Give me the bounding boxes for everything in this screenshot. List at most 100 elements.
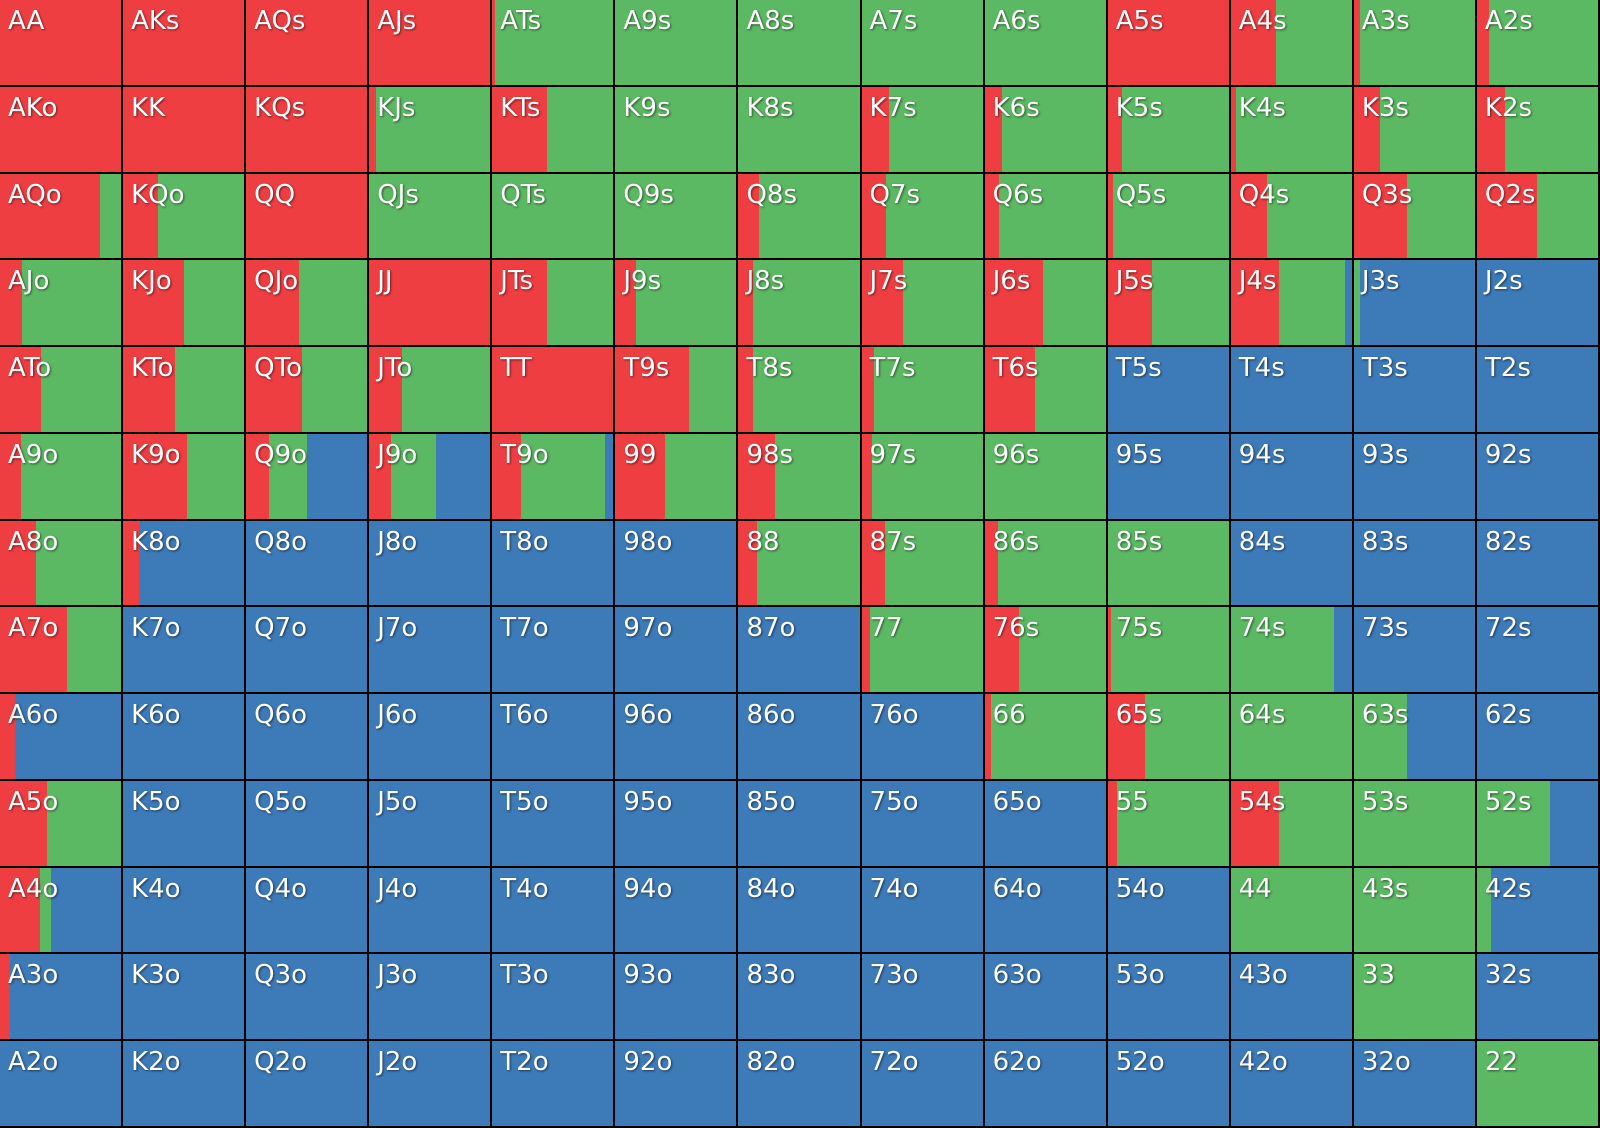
hand-cell[interactable]: Q4s [1230,173,1352,259]
hand-cell[interactable]: 97s [861,433,983,519]
hand-cell[interactable]: 95s [1107,433,1229,519]
hand-cell[interactable]: T8o [492,520,614,606]
hand-cell[interactable]: KTo [123,347,245,432]
hand-cell[interactable]: KQo [123,173,245,259]
hand-cell[interactable]: T4s [1230,347,1352,432]
hand-cell[interactable]: Q9s [615,173,737,259]
hand-cell[interactable]: 95o [615,780,737,866]
hand-cell[interactable]: KTs [492,86,614,172]
hand-cell[interactable]: 82s [1476,520,1598,606]
hand-cell[interactable]: K5s [1107,86,1229,172]
hand-cell[interactable]: 92s [1476,433,1598,519]
hand-cell[interactable]: 83o [738,954,860,1040]
hand-cell[interactable]: T5s [1107,347,1229,432]
hand-cell[interactable]: JTs [492,260,614,346]
hand-cell[interactable]: 73s [1353,607,1475,693]
hand-cell[interactable]: 84o [738,867,860,953]
hand-cell[interactable]: J4s [1230,260,1352,346]
hand-cell[interactable]: A3s [1353,0,1475,85]
hand-cell[interactable]: A7o [0,607,122,693]
hand-cell[interactable]: JJ [369,260,491,346]
hand-cell[interactable]: KJo [123,260,245,346]
hand-cell[interactable]: J6s [984,260,1106,346]
hand-cell[interactable]: 55 [1107,780,1229,866]
hand-cell[interactable]: 82o [738,1041,860,1126]
hand-cell[interactable]: K3o [123,954,245,1040]
hand-cell[interactable]: 93s [1353,433,1475,519]
hand-cell[interactable]: 63s [1353,694,1475,779]
hand-cell[interactable]: T9s [615,347,737,432]
hand-cell[interactable]: 62s [1476,694,1598,779]
hand-cell[interactable]: Q2s [1476,173,1598,259]
hand-cell[interactable]: AJs [369,0,491,85]
hand-cell[interactable]: J3s [1353,260,1475,346]
hand-cell[interactable]: K9o [123,433,245,519]
hand-cell[interactable]: K7s [861,86,983,172]
hand-cell[interactable]: JTo [369,347,491,432]
hand-cell[interactable]: 64s [1230,694,1352,779]
hand-cell[interactable]: T3s [1353,347,1475,432]
hand-cell[interactable]: 74s [1230,607,1352,693]
hand-cell[interactable]: K9s [615,86,737,172]
hand-cell[interactable]: 42s [1476,867,1598,953]
hand-cell[interactable]: 98o [615,520,737,606]
hand-cell[interactable]: Q3s [1353,173,1475,259]
hand-cell[interactable]: 63o [984,954,1106,1040]
hand-cell[interactable]: 86o [738,694,860,779]
hand-cell[interactable]: 66 [984,694,1106,779]
hand-cell[interactable]: AA [0,0,122,85]
hand-cell[interactable]: 99 [615,433,737,519]
hand-cell[interactable]: Q5o [246,780,368,866]
hand-cell[interactable]: 44 [1230,867,1352,953]
hand-cell[interactable]: 72o [861,1041,983,1126]
hand-cell[interactable]: KJs [369,86,491,172]
hand-cell[interactable]: 64o [984,867,1106,953]
hand-cell[interactable]: Q6s [984,173,1106,259]
hand-cell[interactable]: 33 [1353,954,1475,1040]
hand-cell[interactable]: K6o [123,694,245,779]
hand-cell[interactable]: J9s [615,260,737,346]
hand-cell[interactable]: 75s [1107,607,1229,693]
hand-cell[interactable]: AJo [0,260,122,346]
hand-cell[interactable]: J8s [738,260,860,346]
hand-cell[interactable]: A9s [615,0,737,85]
hand-cell[interactable]: 87o [738,607,860,693]
hand-cell[interactable]: J7o [369,607,491,693]
hand-cell[interactable]: QJs [369,173,491,259]
hand-cell[interactable]: 94s [1230,433,1352,519]
hand-cell[interactable]: 85s [1107,520,1229,606]
hand-cell[interactable]: K8o [123,520,245,606]
hand-cell[interactable]: AKo [0,86,122,172]
hand-cell[interactable]: J5o [369,780,491,866]
hand-cell[interactable]: 32s [1476,954,1598,1040]
hand-cell[interactable]: T6o [492,694,614,779]
hand-cell[interactable]: 54s [1230,780,1352,866]
hand-cell[interactable]: T6s [984,347,1106,432]
hand-cell[interactable]: T5o [492,780,614,866]
hand-cell[interactable]: 43s [1353,867,1475,953]
hand-cell[interactable]: 87s [861,520,983,606]
hand-cell[interactable]: J9o [369,433,491,519]
hand-cell[interactable]: 53o [1107,954,1229,1040]
hand-cell[interactable]: 65o [984,780,1106,866]
hand-cell[interactable]: 42o [1230,1041,1352,1126]
hand-cell[interactable]: Q7s [861,173,983,259]
hand-cell[interactable]: 93o [615,954,737,1040]
hand-cell[interactable]: K3s [1353,86,1475,172]
hand-cell[interactable]: 32o [1353,1041,1475,1126]
hand-cell[interactable]: T7o [492,607,614,693]
hand-cell[interactable]: 85o [738,780,860,866]
hand-cell[interactable]: J4o [369,867,491,953]
hand-cell[interactable]: A5s [1107,0,1229,85]
hand-cell[interactable]: 73o [861,954,983,1040]
hand-cell[interactable]: 22 [1476,1041,1598,1126]
hand-cell[interactable]: ATs [492,0,614,85]
hand-cell[interactable]: 53s [1353,780,1475,866]
hand-cell[interactable]: A8s [738,0,860,85]
hand-cell[interactable]: TT [492,347,614,432]
hand-cell[interactable]: T9o [492,433,614,519]
hand-cell[interactable]: K7o [123,607,245,693]
hand-cell[interactable]: J2s [1476,260,1598,346]
hand-cell[interactable]: Q6o [246,694,368,779]
hand-cell[interactable]: J6o [369,694,491,779]
